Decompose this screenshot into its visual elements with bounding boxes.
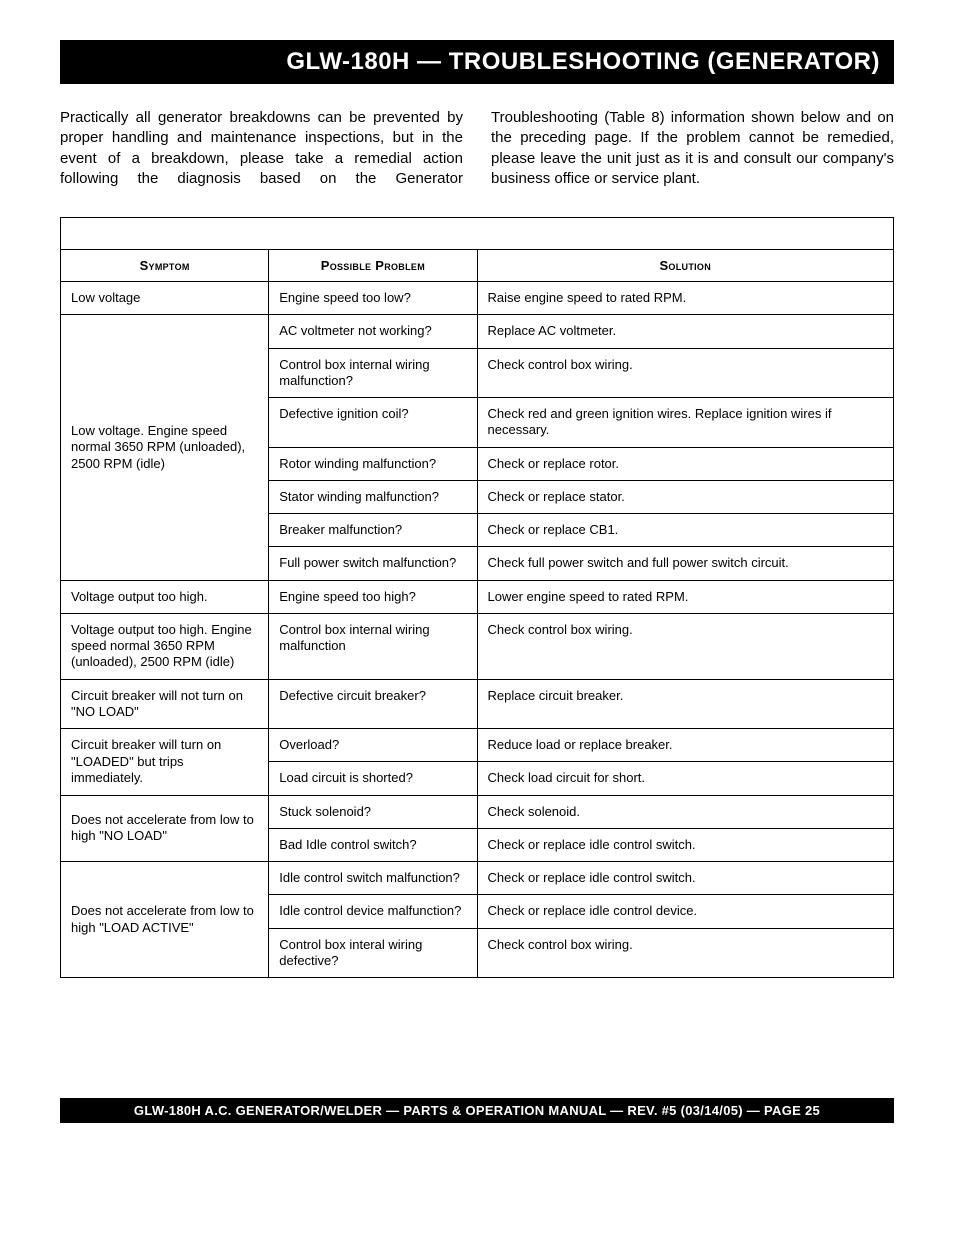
page-title: GLW-180H — TROUBLESHOOTING (GENERATOR) [286, 48, 880, 75]
table-header-row: Symptom Possible Problem Solution [61, 250, 894, 282]
cell-symptom: Low voltage [61, 282, 269, 315]
page-footer-text: GLW-180H A.C. GENERATOR/WELDER — PARTS &… [134, 1103, 820, 1118]
intro-text: Practically all generator breakdowns can… [60, 109, 894, 187]
cell-symptom: Low voltage. Engine speed normal 3650 RP… [61, 315, 269, 580]
cell-solution: Reduce load or replace breaker. [477, 729, 894, 762]
table-row: Circuit breaker will turn on "LOADED" bu… [61, 729, 894, 762]
cell-symptom: Circuit breaker will turn on "LOADED" bu… [61, 729, 269, 796]
cell-solution: Check or replace idle control switch. [477, 828, 894, 861]
cell-solution: Check control box wiring. [477, 928, 894, 978]
cell-problem: Defective ignition coil? [269, 398, 477, 448]
cell-solution: Check red and green ignition wires. Repl… [477, 398, 894, 448]
cell-problem: Breaker malfunction? [269, 514, 477, 547]
page-footer-bar: GLW-180H A.C. GENERATOR/WELDER — PARTS &… [60, 1098, 894, 1123]
cell-solution: Replace circuit breaker. [477, 679, 894, 729]
cell-problem: Idle control device malfunction? [269, 895, 477, 928]
cell-problem: Control box internal wiring malfunction? [269, 348, 477, 398]
page-title-bar: GLW-180H — TROUBLESHOOTING (GENERATOR) [60, 40, 894, 84]
cell-problem: Stuck solenoid? [269, 795, 477, 828]
cell-solution: Check control box wiring. [477, 348, 894, 398]
cell-solution: Lower engine speed to rated RPM. [477, 580, 894, 613]
cell-problem: Defective circuit breaker? [269, 679, 477, 729]
table-body: Low voltageEngine speed too low?Raise en… [61, 282, 894, 978]
table-row: Circuit breaker will not turn on "NO LOA… [61, 679, 894, 729]
cell-solution: Check or replace idle control switch. [477, 862, 894, 895]
cell-problem: Engine speed too low? [269, 282, 477, 315]
cell-problem: Control box internal wiring malfunction [269, 613, 477, 679]
intro-paragraph: Practically all generator breakdowns can… [60, 108, 894, 189]
col-header-solution: Solution [477, 250, 894, 282]
cell-symptom: Does not accelerate from low to high "NO… [61, 795, 269, 862]
cell-solution: Check control box wiring. [477, 613, 894, 679]
cell-problem: Rotor winding malfunction? [269, 447, 477, 480]
table-row: Low voltage. Engine speed normal 3650 RP… [61, 315, 894, 348]
cell-problem: Full power switch malfunction? [269, 547, 477, 580]
cell-solution: Check full power switch and full power s… [477, 547, 894, 580]
cell-solution: Check or replace CB1. [477, 514, 894, 547]
table-row: Voltage output too high. Engine speed no… [61, 613, 894, 679]
cell-solution: Check or replace idle control device. [477, 895, 894, 928]
cell-problem: Engine speed too high? [269, 580, 477, 613]
col-header-problem: Possible Problem [269, 250, 477, 282]
cell-solution: Check or replace rotor. [477, 447, 894, 480]
cell-problem: Control box interal wiring defective? [269, 928, 477, 978]
cell-solution: Raise engine speed to rated RPM. [477, 282, 894, 315]
cell-problem: Stator winding malfunction? [269, 480, 477, 513]
cell-symptom: Does not accelerate from low to high "LO… [61, 862, 269, 978]
cell-problem: Bad Idle control switch? [269, 828, 477, 861]
col-header-symptom: Symptom [61, 250, 269, 282]
cell-problem: Idle control switch malfunction? [269, 862, 477, 895]
cell-problem: Overload? [269, 729, 477, 762]
troubleshooting-table: TABLE 8. GENERATOR TROUBLESHOOTING Sympt… [60, 217, 894, 978]
cell-symptom: Voltage output too high. Engine speed no… [61, 613, 269, 679]
table-row: Voltage output too high.Engine speed too… [61, 580, 894, 613]
cell-symptom: Voltage output too high. [61, 580, 269, 613]
cell-solution: Check or replace stator. [477, 480, 894, 513]
cell-solution: Check solenoid. [477, 795, 894, 828]
table-row: Low voltageEngine speed too low?Raise en… [61, 282, 894, 315]
cell-symptom: Circuit breaker will not turn on "NO LOA… [61, 679, 269, 729]
table-caption: TABLE 8. GENERATOR TROUBLESHOOTING [61, 218, 894, 250]
cell-problem: Load circuit is shorted? [269, 762, 477, 795]
cell-solution: Replace AC voltmeter. [477, 315, 894, 348]
cell-problem: AC voltmeter not working? [269, 315, 477, 348]
page: GLW-180H — TROUBLESHOOTING (GENERATOR) P… [0, 0, 954, 1163]
table-row: Does not accelerate from low to high "NO… [61, 795, 894, 828]
table-row: Does not accelerate from low to high "LO… [61, 862, 894, 895]
cell-solution: Check load circuit for short. [477, 762, 894, 795]
